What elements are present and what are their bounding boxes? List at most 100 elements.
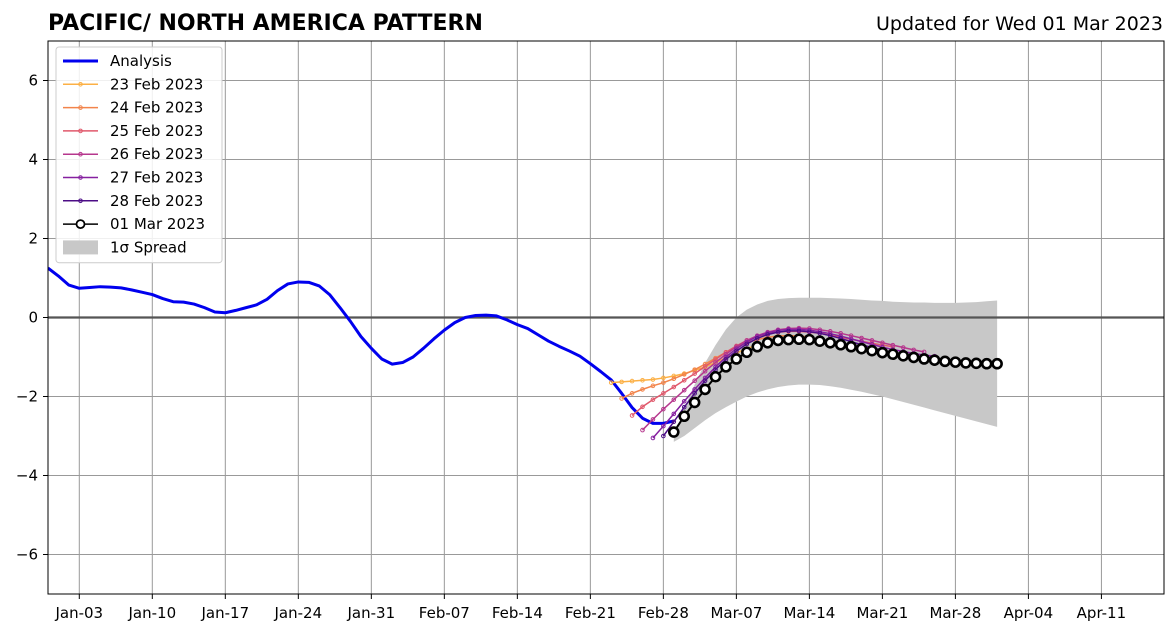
forecast-point	[661, 406, 666, 412]
legend-entry: 24 Feb 2023	[63, 99, 203, 117]
forecast-point	[671, 411, 677, 417]
forecast-point	[702, 378, 708, 384]
forecast-point	[744, 341, 750, 347]
forecast-point	[629, 378, 635, 384]
forecast-point	[650, 417, 656, 422]
forecast-point	[754, 336, 760, 341]
y-tick-label: −6	[16, 546, 38, 564]
forecast-point	[775, 329, 781, 335]
legend-label: 28 Feb 2023	[110, 192, 203, 210]
forecast-point	[681, 404, 687, 410]
forecast-point	[918, 353, 930, 365]
forecast-point	[681, 372, 687, 377]
forecast-point	[723, 351, 729, 357]
legend-label: Analysis	[110, 52, 172, 70]
forecast-point	[640, 427, 645, 433]
y-tick-label: 2	[28, 230, 38, 248]
forecast-point	[786, 328, 791, 334]
forecast-point	[939, 355, 951, 368]
forecast-point	[765, 332, 770, 337]
forecast-point	[824, 336, 837, 349]
legend-box	[55, 46, 223, 264]
forecast-point	[629, 413, 635, 418]
y-tick-label: −4	[16, 467, 38, 485]
legend-label: 23 Feb 2023	[110, 75, 203, 93]
x-tick-label: Feb-28	[638, 604, 689, 622]
legend-label: 27 Feb 2023	[110, 169, 203, 187]
legend-marker	[78, 151, 83, 157]
forecast-point	[678, 410, 691, 423]
forecast-line	[641, 327, 925, 431]
legend-label: 01 Mar 2023	[110, 215, 205, 233]
forecast-point	[619, 396, 624, 401]
forecast-point	[761, 336, 774, 349]
forecast-point	[814, 335, 826, 348]
x-tick-label: Mar-28	[929, 604, 981, 622]
forecast-point	[692, 378, 697, 384]
legend-marker	[78, 175, 83, 180]
legend-entry: 26 Feb 2023	[63, 145, 203, 163]
forecast-point	[890, 342, 896, 348]
forecast-point	[661, 423, 666, 429]
axes: Jan-03 Jan-10 Jan-17 Jan-24 Jan-31 Feb-07 Feb-…	[16, 72, 1126, 623]
forecast-point	[928, 354, 941, 366]
forecast-point	[876, 346, 889, 359]
forecast-point	[640, 378, 645, 383]
forecast-point	[741, 346, 753, 359]
legend-swatch	[63, 240, 98, 255]
forecast-point	[866, 344, 878, 357]
legend-entry: 28 Feb 2023	[63, 192, 203, 210]
forecast-point	[838, 331, 843, 336]
y-tick-label: 4	[28, 151, 38, 169]
y-tick-label: −2	[16, 388, 38, 406]
forecast-point	[709, 370, 722, 383]
x-tick-label: Mar-07	[710, 604, 762, 622]
forecast-point	[720, 361, 732, 373]
y-tick-label: 0	[28, 309, 38, 327]
forecast-point	[650, 397, 656, 402]
forecast-point	[650, 383, 656, 389]
legend-label: 24 Feb 2023	[110, 99, 203, 117]
forecast-point	[845, 340, 857, 353]
forecast-point	[897, 350, 910, 362]
forecast-point	[751, 340, 764, 353]
forecast-point	[671, 419, 677, 425]
analysis-line	[48, 266, 675, 425]
forecast-point	[671, 397, 677, 402]
forecast-point	[699, 383, 711, 396]
forecast-point	[807, 329, 812, 335]
forecast-point	[980, 357, 993, 370]
forecast-point	[970, 357, 983, 370]
forecast-point	[661, 380, 666, 385]
forecast-point	[640, 404, 645, 410]
forecast-point	[681, 398, 687, 404]
forecast-point	[793, 333, 805, 346]
legend-marker	[78, 128, 83, 134]
forecast-point	[734, 348, 739, 354]
forecast-point	[661, 433, 666, 439]
chart-title: PACIFIC/ NORTH AMERICA PATTERN	[48, 11, 483, 36]
forecast-point	[960, 357, 972, 369]
forecast-point	[619, 379, 624, 385]
legend-marker	[78, 82, 83, 87]
forecast-point	[803, 333, 816, 346]
forecast-point	[713, 360, 718, 365]
forecast-point	[692, 391, 697, 396]
forecast-point	[608, 380, 614, 385]
y-tick-label: 6	[28, 72, 38, 90]
forecast-point	[817, 331, 823, 336]
legend-entry: 1σ Spread	[63, 238, 187, 256]
x-tick-label: Apr-11	[1077, 604, 1127, 622]
x-tick-label: Feb-21	[565, 604, 616, 622]
forecast-line	[652, 328, 935, 439]
forecast-point	[671, 376, 677, 382]
plot-content	[48, 266, 1164, 442]
x-tick-label: Apr-04	[1004, 604, 1054, 622]
forecast-point	[667, 426, 680, 438]
forecast-point	[661, 391, 666, 396]
forecast-series	[667, 333, 1003, 438]
forecast-point	[880, 340, 885, 346]
forecast-point	[702, 368, 708, 374]
legend: Analysis 23 Feb 2023 24 Feb 2023 25 Feb 202…	[55, 46, 223, 264]
x-tick-label: Jan-10	[127, 604, 176, 622]
